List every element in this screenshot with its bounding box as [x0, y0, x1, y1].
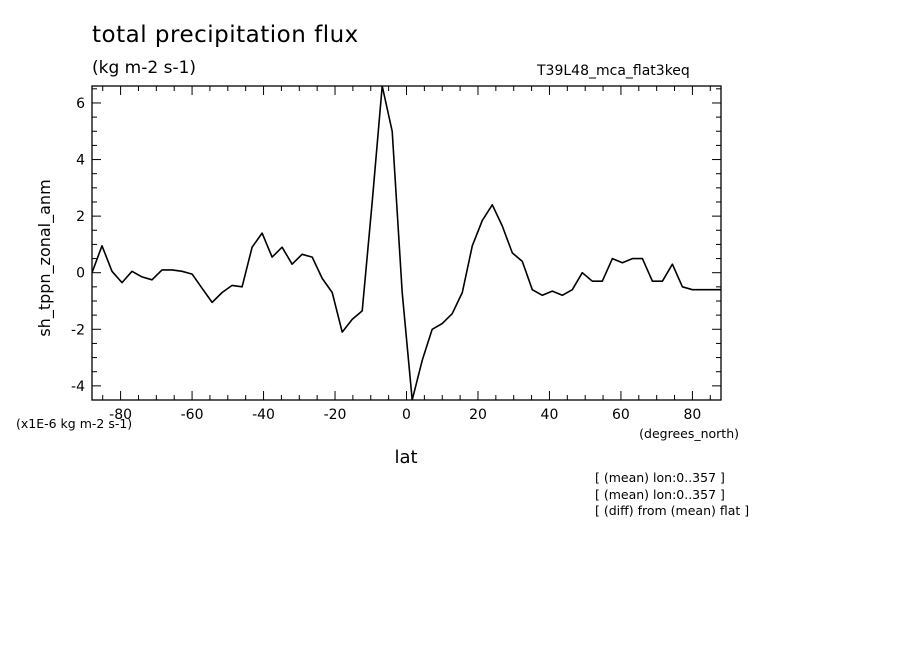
- x-tick-label: -80: [109, 407, 132, 423]
- y-scale-label: (x1E-6 kg m-2 s-1): [16, 416, 132, 431]
- x-tick-label: 40: [541, 407, 559, 423]
- y-tick-label: 2: [76, 209, 85, 225]
- plot-frame: [91, 85, 722, 401]
- x-tick-label: 0: [402, 407, 411, 423]
- chart-subtitle: (kg m-2 s-1): [92, 58, 197, 78]
- x-tick-label: 60: [612, 407, 630, 423]
- x-axis-label: lat: [394, 447, 417, 468]
- x-tick-label: -20: [324, 407, 347, 423]
- y-tick-label: -2: [71, 322, 85, 338]
- y-tick-label: 0: [76, 266, 85, 282]
- x-axis-units: (degrees_north): [639, 426, 739, 441]
- series-line: [92, 86, 721, 400]
- x-tick-label: -40: [252, 407, 275, 423]
- note-line-1: [ (mean) lon:0..357 ]: [595, 470, 725, 485]
- chart-title: total precipitation flux: [92, 22, 359, 48]
- y-tick-label: -4: [71, 379, 85, 395]
- y-tick-label: 6: [76, 96, 85, 112]
- note-line-2: [ (mean) lon:0..357 ]: [595, 487, 725, 502]
- experiment-label: T39L48_mca_flat3keq: [537, 63, 690, 79]
- x-tick-label: 80: [683, 407, 701, 423]
- y-axis-label: sh_tppn_zonal_anm: [35, 179, 55, 336]
- y-tick-label: 4: [76, 153, 85, 169]
- x-tick-label: -60: [181, 407, 204, 423]
- x-tick-label: 20: [469, 407, 487, 423]
- note-line-3: [ (diff) from (mean) flat ]: [595, 503, 750, 518]
